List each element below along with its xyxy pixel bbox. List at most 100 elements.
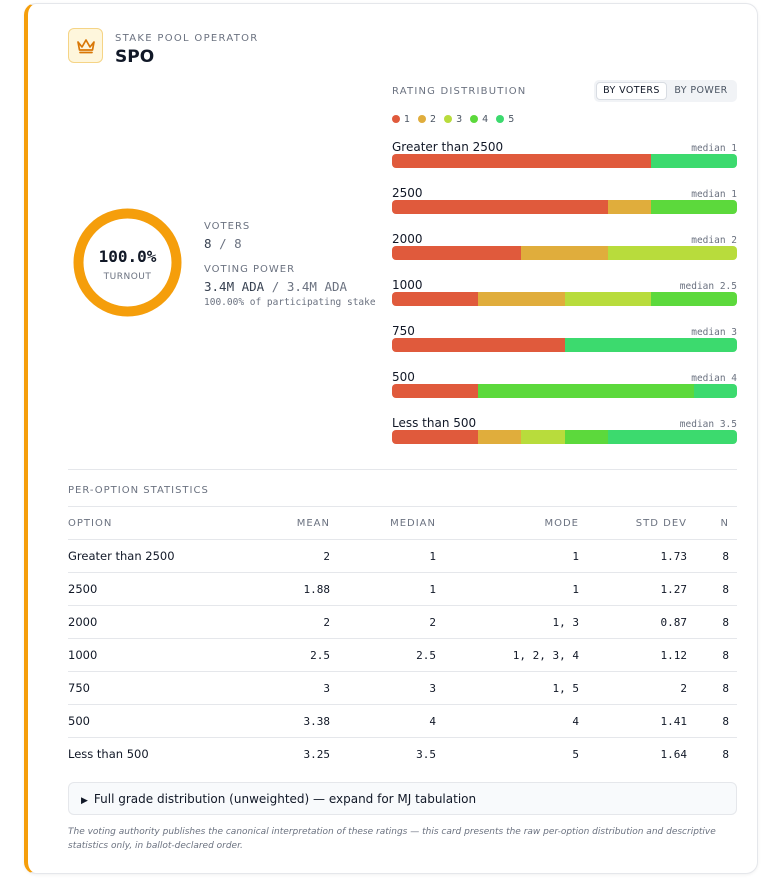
turnout-ring: 100.0% TURNOUT [72, 207, 183, 318]
distribution-row-label: 500 [392, 370, 415, 384]
distribution-bar [392, 292, 737, 306]
bar-segment-rating-1 [392, 292, 479, 306]
voting-power-separator: / [271, 279, 280, 294]
cell-median: 2.5 [416, 649, 436, 662]
table-row: 750 3 3 1, 5 2 8 [68, 671, 737, 704]
rating-distribution-title: RATING DISTRIBUTION [392, 86, 527, 97]
distribution-row-median: median 1 [691, 143, 737, 154]
table-row: Greater than 2500 2 1 1 1.73 8 [68, 539, 737, 572]
cell-mean: 3.38 [303, 715, 331, 728]
legend-dot-icon [444, 115, 453, 123]
col-n: N [720, 518, 729, 529]
voting-power-total: 3.4M ADA [286, 279, 348, 294]
cell-mode: 1 [572, 550, 579, 563]
cell-n: 8 [722, 583, 729, 596]
cell-mean: 2 [323, 550, 330, 563]
bar-segment-rating-4 [478, 384, 694, 398]
cell-median: 2 [429, 616, 436, 629]
bar-segment-rating-1 [392, 246, 522, 260]
bar-segment-rating-2 [478, 292, 565, 306]
bar-segment-rating-4 [650, 292, 737, 306]
distribution-row-label: 2000 [392, 232, 423, 246]
distribution-row-median: median 2.5 [679, 281, 737, 292]
cell-mean: 3.25 [303, 748, 331, 761]
voters-count: 8 [204, 236, 212, 251]
distribution-row: Less than 500 median 3.5 [392, 416, 737, 452]
table-header: OPTION MEAN MEDIAN MODE STD DEV N [68, 506, 737, 539]
legend-item-5: 5 [496, 113, 514, 125]
distribution-row-label: 750 [392, 324, 415, 338]
cell-option: 2000 [68, 615, 98, 629]
per-option-table: OPTION MEAN MEDIAN MODE STD DEV N Greate… [68, 506, 737, 770]
by-voters-button[interactable]: BY VOTERS [596, 82, 667, 100]
legend-item-1: 1 [392, 113, 410, 125]
distribution-row: 500 median 4 [392, 370, 737, 406]
distribution-row: 1000 median 2.5 [392, 278, 737, 314]
distribution-row-label: Less than 500 [392, 416, 477, 430]
cell-mode: 1, 5 [552, 682, 580, 695]
voting-power-label: VOTING POWER [204, 264, 296, 275]
distribution-row: 2500 median 1 [392, 186, 737, 222]
cell-median: 1 [429, 550, 436, 563]
cell-std: 2 [680, 682, 687, 695]
legend-dot-icon [418, 115, 427, 123]
cell-std: 1.12 [660, 649, 688, 662]
voting-power-note: 100.00% of participating stake [204, 297, 376, 308]
bar-segment-rating-3 [607, 246, 737, 260]
cell-mode: 1 [572, 583, 579, 596]
cell-option: Less than 500 [68, 747, 149, 761]
cell-median: 3.5 [416, 748, 436, 761]
voters-label: VOTERS [204, 221, 251, 232]
bar-segment-rating-3 [564, 292, 651, 306]
cell-median: 4 [429, 715, 436, 728]
bar-segment-rating-1 [392, 338, 565, 352]
distribution-row: Greater than 2500 median 1 [392, 140, 737, 176]
cell-mode: 5 [572, 748, 579, 761]
col-option: OPTION [68, 518, 113, 529]
voting-power-value: 3.4M ADA / 3.4M ADA [204, 279, 347, 294]
legend-label: 1 [404, 113, 411, 125]
crown-icon [68, 28, 103, 63]
cell-std: 1.27 [660, 583, 688, 596]
bar-segment-rating-4 [650, 200, 737, 214]
bar-segment-rating-5 [564, 338, 737, 352]
distribution-bar [392, 200, 737, 214]
bar-segment-rating-4 [564, 430, 608, 444]
bar-segment-rating-2 [607, 200, 651, 214]
cell-std: 1.64 [660, 748, 688, 761]
cell-mode: 4 [572, 715, 579, 728]
legend-item-4: 4 [470, 113, 488, 125]
spo-card: STAKE POOL OPERATOR SPO 100.0% TURNOUT V… [24, 3, 758, 874]
table-row: 1000 2.5 2.5 1, 2, 3, 4 1.12 8 [68, 638, 737, 671]
turnout-percent: 100.0% [98, 247, 157, 266]
table-row: 2000 2 2 1, 3 0.87 8 [68, 605, 737, 638]
cell-n: 8 [722, 616, 729, 629]
by-power-button[interactable]: BY POWER [674, 85, 728, 96]
bar-segment-rating-2 [521, 246, 608, 260]
section-divider [68, 469, 737, 470]
table-row: 500 3.38 4 4 1.41 8 [68, 704, 737, 737]
details-summary[interactable]: ▶ Full grade distribution (unweighted) — … [81, 783, 476, 818]
legend-dot-icon [392, 115, 400, 123]
distribution-row: 750 median 3 [392, 324, 737, 360]
bar-segment-rating-2 [478, 430, 522, 444]
col-std-dev: STD DEV [635, 518, 687, 529]
distribution-row-median: median 4 [691, 373, 737, 384]
cell-std: 1.41 [660, 715, 688, 728]
cell-mean: 2.5 [310, 649, 330, 662]
cell-option: Greater than 2500 [68, 549, 175, 563]
cell-option: 750 [68, 681, 90, 695]
grade-distribution-details[interactable]: ▶ Full grade distribution (unweighted) — … [68, 782, 737, 815]
cell-option: 500 [68, 714, 90, 728]
table-row: Less than 500 3.25 3.5 5 1.64 8 [68, 737, 737, 770]
col-median: MEDIAN [390, 518, 436, 529]
distribution-bar [392, 384, 737, 398]
bar-segment-rating-5 [650, 154, 737, 168]
cell-n: 8 [722, 682, 729, 695]
legend-dot-icon [496, 115, 505, 123]
col-mean: MEAN [296, 518, 330, 529]
distribution-row-median: median 1 [691, 189, 737, 200]
cell-mode: 1, 3 [552, 616, 580, 629]
bar-segment-rating-1 [392, 200, 608, 214]
bar-segment-rating-3 [521, 430, 565, 444]
